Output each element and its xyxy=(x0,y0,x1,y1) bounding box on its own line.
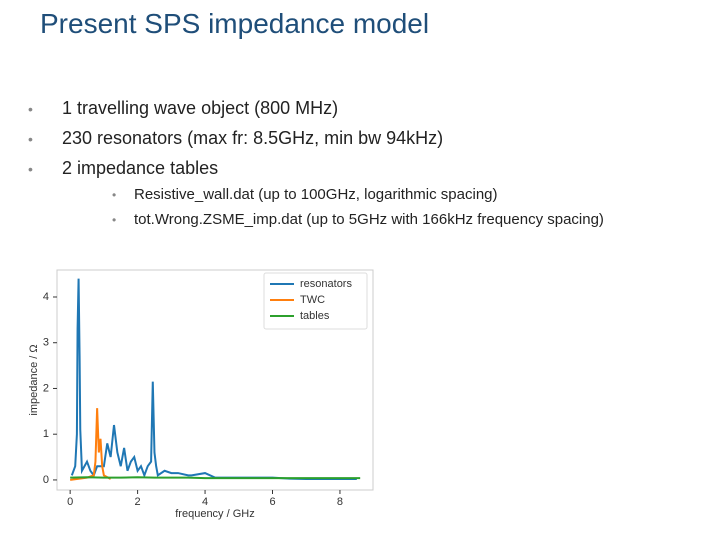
bullet: • 230 resonators (max fr: 8.5GHz, min bw … xyxy=(28,128,444,148)
bullet-text: 2 impedance tables xyxy=(62,158,219,178)
y-axis-label: impedance / Ω xyxy=(28,344,40,415)
legend-label: resonators xyxy=(300,278,352,290)
x-tick-label: 2 xyxy=(135,496,141,508)
x-tick-label: 4 xyxy=(202,496,208,508)
bullet-text: 1 travelling wave object (800 MHz) xyxy=(62,98,339,118)
slide-title: Present SPS impedance model xyxy=(40,8,430,39)
y-tick-label: 4 xyxy=(43,291,49,303)
series-line xyxy=(70,476,361,480)
y-tick-label: 3 xyxy=(43,337,49,349)
legend-label: tables xyxy=(300,310,330,322)
x-tick-label: 6 xyxy=(269,496,275,508)
sub-bullet-text: tot.Wrong.ZSME_imp.dat (up to 5GHz with … xyxy=(134,211,604,228)
x-tick-label: 8 xyxy=(337,496,343,508)
chart: frequency / GHz impedance / Ω 0 2 4 6 8 0 1 2 3 4… xyxy=(28,269,374,520)
sub-bullet: • Resistive_wall.dat (up to 100GHz, logar… xyxy=(112,186,498,203)
legend-label: TWC xyxy=(300,294,325,306)
sub-bullet: • tot.Wrong.ZSME_imp.dat (up to 5GHz with… xyxy=(112,211,604,228)
x-tick-label: 0 xyxy=(67,496,73,508)
sub-bullet-text: Resistive_wall.dat (up to 100GHz, logari… xyxy=(134,186,498,203)
bullet: • 2 impedance tables xyxy=(28,158,219,178)
y-tick-label: 1 xyxy=(43,428,49,440)
x-axis-label: frequency / GHz xyxy=(175,508,254,520)
bullet-text: 230 resonators (max fr: 8.5GHz, min bw 9… xyxy=(62,128,444,148)
y-tick-label: 2 xyxy=(43,382,49,394)
bullet: • 1 travelling wave object (800 MHz) xyxy=(28,98,339,118)
y-tick-label: 0 xyxy=(43,474,49,486)
